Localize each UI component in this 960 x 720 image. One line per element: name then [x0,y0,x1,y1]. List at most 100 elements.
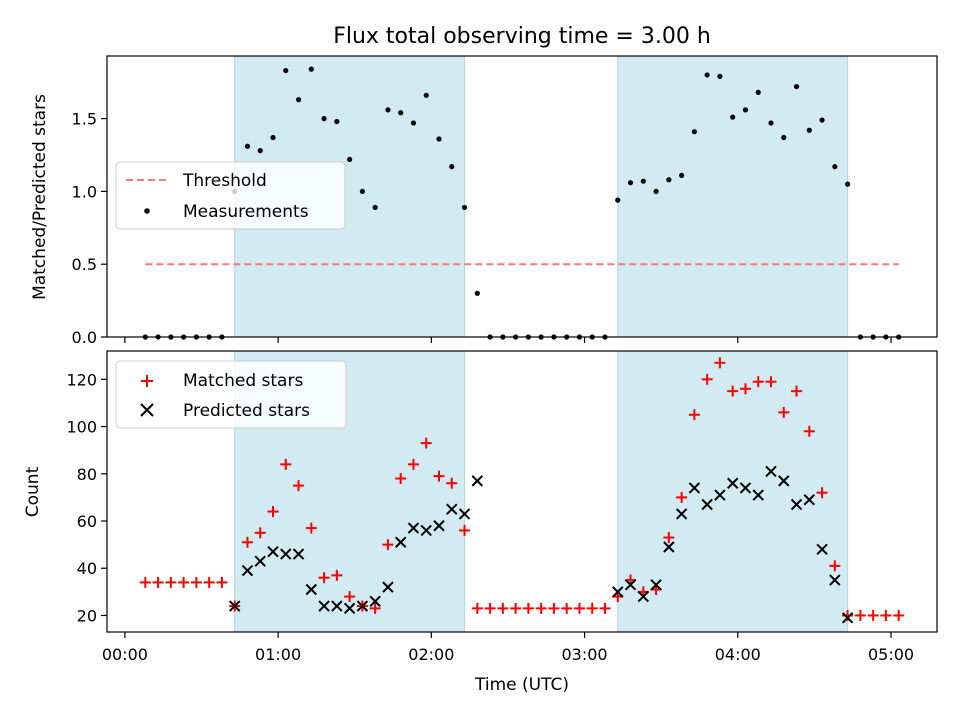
measurements-point [615,197,621,203]
predicted-stars-point [420,524,432,537]
legend-measurements-label: Measurements [183,202,309,222]
matched-stars-point [497,602,509,614]
measurements-point [257,148,263,154]
matched-stars-point [241,536,253,548]
predicted-stars-point [331,600,343,612]
measurements-point [359,188,365,195]
predicted-stars-point [829,574,841,586]
predicted-stars-point [228,600,241,612]
measurements-point [283,67,289,74]
matched-stars-point [791,385,803,397]
matched-stars-point [420,437,432,449]
predicted-stars-point [841,612,854,624]
predicted-stars-point [356,600,369,612]
measurements-point [640,178,646,184]
measurements-point [461,204,468,211]
matched-stars-point [267,506,279,518]
matched-stars-point [471,602,483,614]
x-axis-label: Time (UTC) [474,675,569,695]
measurements-point [423,92,429,98]
matched-stars-point [535,602,547,614]
matched-stars-point [688,409,700,421]
matched-stars-point [216,576,228,588]
legend-predicted-swatch [140,403,154,417]
bottom-panel: 20 40 60 80 100 120 00:00 01:00 02:00 03:00 04:00… [23,350,938,695]
matched-stars-point [867,609,879,621]
measurements-point [334,118,340,125]
predicted-stars-point [305,583,318,596]
top-y-tick-label: 1.5 [72,110,97,129]
top-x-axis [124,337,892,343]
top-legend: Threshold Measurements [115,161,346,230]
legend-predicted-label: Predicted stars [183,401,310,421]
measurements-point [793,83,800,90]
x-tick-label: 04:00 [715,645,761,664]
matched-stars-point [765,376,777,388]
predicted-stars-point [267,546,279,558]
matched-stars-point [165,576,177,588]
bottom-y-axis: 20 40 60 80 100 120 [66,370,107,625]
matched-stars-point [829,560,841,572]
bottom-y-tick-label: 60 [77,512,97,531]
measurements-point [819,117,825,123]
matched-stars-point [331,569,343,581]
top-y-axis-label: Matched/Predicted stars [30,94,50,300]
matched-stars-point [778,406,790,418]
predicted-stars-point [790,498,803,511]
matched-stars-point [382,539,394,551]
top-y-tick-label: 1.0 [72,182,97,201]
matched-stars-point [305,522,317,534]
matched-stars-point [433,470,445,482]
matched-stars-point [586,602,598,614]
measurements-point [742,107,749,113]
top-y-tick-label: 0.5 [72,255,97,274]
x-tick-label: 05:00 [868,645,914,664]
measurements-point [295,97,302,103]
predicted-stars-point [446,503,458,515]
matched-stars-point [152,576,164,588]
predicted-stars-point [714,489,726,501]
top-shaded-regions [234,56,849,337]
measurements-point [691,129,697,135]
matched-stars-point [446,477,458,489]
matched-stars-point [561,602,573,614]
legend-threshold-label: Threshold [182,171,267,191]
predicted-stars-point [765,465,777,478]
predicted-stars-point [663,541,675,553]
measurements-point [755,89,761,95]
predicted-stars-point [471,475,484,487]
bottom-legend: Matched stars Predicted stars [115,360,347,429]
predicted-stars-point [254,555,266,567]
bottom-x-axis: 00:00 01:00 02:00 03:00 04:00 05:00 [102,632,914,664]
chart-title: Flux total observing time = 3.00 h [333,24,711,49]
predicted-stars-point [816,543,828,556]
measurements-point [768,120,774,126]
predicted-stars-point [280,548,292,560]
predicted-stars-point [458,508,471,520]
measurements-point [398,110,404,116]
measurements-point [781,134,787,141]
matched-stars-point [676,491,688,503]
legend-measurements-swatch [144,208,150,214]
matched-stars-point [816,487,828,499]
measurements-point [806,127,812,133]
matched-stars-point [395,473,407,485]
measurements-point [717,73,723,79]
x-tick-label: 01:00 [255,645,301,664]
predicted-stars-point [675,508,688,520]
predicted-stars-point [382,581,394,593]
top-legend-box [115,161,346,230]
predicted-stars-point [407,522,420,534]
matched-stars-point [880,609,892,621]
bottom-y-tick-label: 20 [77,606,97,625]
measurements-point [308,66,314,72]
bottom-y-tick-label: 100 [66,418,97,437]
top-y-axis: 0.0 0.5 1.0 1.5 [72,110,107,347]
measurements-point [730,114,736,120]
matched-stars-point [254,527,266,539]
top-shaded-region [617,56,848,337]
matched-stars-point [369,602,381,614]
top-axes-frame [106,55,938,338]
matched-stars-point [854,609,866,621]
